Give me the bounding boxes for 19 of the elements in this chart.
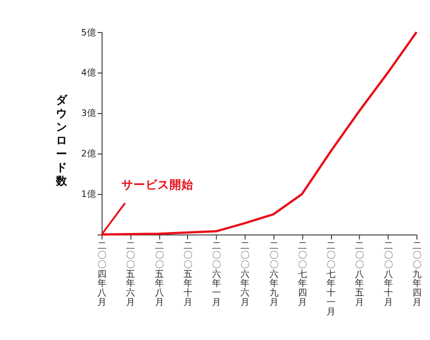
x-tick-label: 二〇〇六年六月 bbox=[240, 241, 250, 308]
y-tick-label: 4億 bbox=[81, 68, 96, 79]
x-tick-label: 二〇〇九年四月 bbox=[412, 241, 422, 308]
x-tick-label: 二〇〇五年六月 bbox=[126, 241, 136, 308]
x-tick-label: 二〇〇八年十月 bbox=[384, 241, 393, 308]
y-tick-label: 5億 bbox=[81, 27, 96, 38]
y-tick-label: 3億 bbox=[81, 108, 96, 120]
y-tick-label: 1億 bbox=[81, 189, 96, 200]
x-tick-label: 二〇〇五年八月 bbox=[154, 241, 164, 308]
x-tick-label: 二〇〇四年八月 bbox=[98, 241, 107, 308]
y-tick-label: 2億 bbox=[81, 148, 96, 160]
x-tick-label: 二〇〇七年四月 bbox=[298, 241, 307, 308]
x-tick-label: 二〇〇七年十一月 bbox=[326, 241, 336, 318]
x-tick-label: 二〇〇六年九月 bbox=[269, 241, 278, 308]
y-axis-title: ダウンロード数 bbox=[55, 94, 68, 188]
annotation: サービス開始 bbox=[121, 178, 194, 192]
x-tick-label: 二〇〇五年十月 bbox=[183, 241, 192, 308]
x-tick-label: 二〇〇六年一月 bbox=[212, 241, 222, 308]
x-tick-label: 二〇〇八年五月 bbox=[355, 241, 364, 308]
